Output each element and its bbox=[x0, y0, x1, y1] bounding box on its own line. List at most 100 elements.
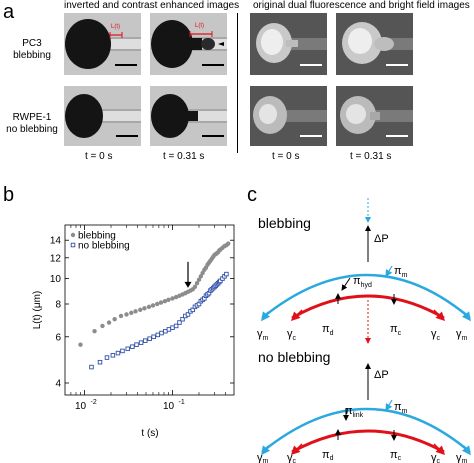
point-blebbing bbox=[142, 306, 147, 311]
pi-m-arrow-bottom bbox=[385, 399, 393, 412]
row-label-pc3: PC3 blebbing bbox=[4, 38, 60, 62]
x-tick-label: 10 bbox=[163, 401, 175, 412]
y-tick-label: 10 bbox=[50, 274, 62, 285]
micrograph-inverted-pc3-t0: L(t) bbox=[64, 13, 141, 75]
gamma-m-right-top: γm bbox=[456, 328, 468, 342]
legend-marker-no-blebbing bbox=[70, 242, 76, 248]
point-blebbing bbox=[198, 274, 204, 279]
plot-frame bbox=[64, 224, 235, 396]
cortex-arc-top bbox=[291, 294, 445, 320]
y-tick-label: 8 bbox=[55, 299, 61, 310]
point-no-blebbing bbox=[138, 340, 144, 345]
gamma-m-arrow-right-top bbox=[461, 311, 471, 322]
divider-line bbox=[237, 13, 238, 153]
row-label-pc3-desc: blebbing bbox=[13, 50, 51, 61]
membrane-arc-top bbox=[261, 273, 471, 319]
x-axis-label: t (s) bbox=[141, 428, 158, 439]
row-label-pc3-name: PC3 bbox=[22, 38, 42, 49]
point-blebbing bbox=[192, 284, 198, 290]
point-no-blebbing bbox=[173, 323, 179, 329]
legend-marker-blebbing bbox=[70, 232, 76, 238]
gamma-c-arrow-left-top bbox=[290, 309, 303, 322]
point-no-blebbing bbox=[125, 346, 131, 352]
micrograph-fluor-pc3-t031 bbox=[336, 13, 413, 75]
legend-label: blebbing bbox=[78, 231, 116, 242]
delta-p-label-bottom: ΔP bbox=[374, 369, 389, 381]
time-label-3: t = 0 s bbox=[272, 151, 300, 162]
point-blebbing bbox=[226, 241, 231, 246]
panel-a-letter: a bbox=[3, 1, 15, 23]
gamma-m-left-top: γm bbox=[257, 328, 269, 342]
y-tick-label: 4 bbox=[55, 378, 61, 389]
micrograph-fluor-rwpe1-t031 bbox=[336, 86, 413, 146]
micrograph-inverted-rwpe1-t0 bbox=[64, 86, 141, 146]
point-no-blebbing bbox=[110, 353, 116, 358]
point-blebbing bbox=[162, 298, 168, 304]
point-no-blebbing bbox=[115, 350, 121, 356]
row-label-rwpe1-desc: no blebbing bbox=[6, 124, 58, 135]
point-blebbing bbox=[166, 297, 171, 303]
point-blebbing bbox=[196, 277, 202, 282]
panel-c-letter: c bbox=[247, 184, 257, 206]
membrane-arc-bottom bbox=[261, 407, 471, 453]
x-tick-exponent: -2 bbox=[91, 399, 97, 406]
panel-b-letter: b bbox=[3, 184, 15, 206]
gamma-c-left-top: γc bbox=[287, 328, 297, 342]
point-blebbing bbox=[100, 323, 105, 329]
point-blebbing bbox=[150, 303, 156, 308]
point-blebbing bbox=[92, 329, 97, 334]
y-tick-label: 14 bbox=[50, 236, 62, 247]
micrograph-inverted-rwpe1-t031 bbox=[150, 86, 227, 146]
gamma-m-right-bottom: γm bbox=[456, 452, 468, 463]
gamma-m-arrow-left-top bbox=[261, 311, 271, 322]
pi-link-label: πlink bbox=[345, 405, 364, 419]
length-marker-label-2: L(t) bbox=[195, 23, 204, 29]
point-blebbing bbox=[118, 313, 124, 319]
point-blebbing bbox=[138, 307, 143, 313]
point-no-blebbing bbox=[142, 338, 148, 343]
point-blebbing bbox=[124, 312, 129, 317]
point-no-blebbing bbox=[224, 271, 229, 277]
header-inverted-images: inverted and contrast enhanced images bbox=[64, 0, 240, 11]
point-blebbing bbox=[129, 310, 134, 316]
gamma-c-right-bottom: γc bbox=[431, 452, 441, 463]
gamma-m-left-bottom: γm bbox=[257, 452, 269, 463]
delta-p-label-top: ΔP bbox=[374, 233, 389, 245]
pi-m-label-top: πm bbox=[394, 265, 408, 279]
point-no-blebbing bbox=[130, 344, 135, 349]
pi-hyd-label: πhyd bbox=[353, 275, 372, 289]
y-axis-label: L(t) (μm) bbox=[32, 291, 43, 330]
point-blebbing bbox=[78, 342, 83, 347]
y-tick-label: 12 bbox=[50, 253, 62, 264]
gamma-c-left-bottom: γc bbox=[287, 452, 297, 463]
point-no-blebbing bbox=[185, 312, 191, 317]
point-no-blebbing bbox=[151, 334, 156, 340]
row-label-rwpe1-name: RWPE-1 bbox=[12, 112, 52, 123]
point-blebbing bbox=[112, 317, 117, 322]
row-label-rwpe1: RWPE-1 no blebbing bbox=[2, 112, 62, 136]
time-label-1: t = 0 s bbox=[85, 151, 113, 162]
pi-d-label-bottom: πd bbox=[322, 449, 334, 462]
length-marker-label: L(t) bbox=[111, 24, 120, 30]
point-blebbing bbox=[170, 296, 175, 301]
point-no-blebbing bbox=[180, 316, 185, 322]
point-no-blebbing bbox=[177, 320, 182, 325]
cortex-arc-bottom bbox=[291, 429, 445, 454]
point-no-blebbing bbox=[97, 359, 103, 365]
time-label-4: t = 0.31 s bbox=[350, 151, 392, 162]
y-tick-label: 6 bbox=[55, 332, 61, 343]
header-original-images: original dual fluorescence and bright fi… bbox=[253, 0, 470, 11]
gamma-c-arrow-right-top bbox=[433, 309, 446, 322]
point-blebbing bbox=[146, 304, 152, 310]
point-no-blebbing bbox=[120, 348, 125, 354]
x-tick-label: 10 bbox=[75, 401, 87, 412]
annotation-arrow-head bbox=[184, 281, 192, 288]
pi-m-arrow-top bbox=[385, 265, 393, 278]
point-no-blebbing bbox=[134, 342, 139, 347]
gamma-c-arrow-left-bottom bbox=[290, 443, 303, 456]
point-blebbing bbox=[106, 320, 112, 325]
point-blebbing bbox=[154, 301, 160, 307]
micrograph-fluor-rwpe1-t0 bbox=[250, 86, 327, 146]
